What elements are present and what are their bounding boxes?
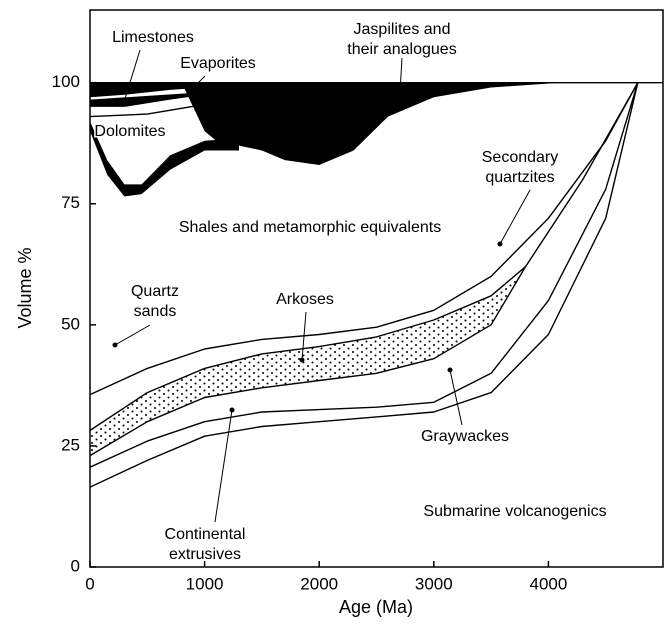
y-tick-label: 50 xyxy=(61,314,80,333)
stippled-area xyxy=(90,266,526,456)
x-tick-label: 0 xyxy=(85,574,94,593)
boundary-line xyxy=(90,94,263,118)
annotation: Evaporites xyxy=(180,55,256,72)
y-axis-label: Volume % xyxy=(15,247,35,328)
y-tick-label: 25 xyxy=(61,435,80,454)
annotation: Graywackes xyxy=(421,428,509,445)
annotation: Arkoses xyxy=(276,291,334,308)
annotation: Dolomites xyxy=(94,123,165,140)
annotation: sands xyxy=(134,303,177,320)
leader-dot xyxy=(397,89,403,95)
boundary-line xyxy=(90,266,526,431)
leader-line xyxy=(192,75,206,89)
filled-area xyxy=(90,82,274,98)
leader-dot xyxy=(447,367,453,373)
annotation: Limestones xyxy=(112,29,194,46)
leader-line xyxy=(399,57,403,93)
leader-line xyxy=(214,409,233,523)
annotation: Shales and metamorphic equivalents xyxy=(179,219,441,236)
annotation: their analogues xyxy=(347,41,456,58)
y-tick-label: 0 xyxy=(71,556,80,575)
leader-dot xyxy=(299,357,305,363)
leader-line xyxy=(123,49,141,103)
leader-line xyxy=(301,311,307,361)
leader-line xyxy=(449,369,463,426)
leader-dot xyxy=(497,241,503,247)
leader-dot xyxy=(229,407,235,413)
boundary-line xyxy=(90,82,639,396)
leader-line xyxy=(114,324,151,346)
filled-area xyxy=(181,82,560,165)
x-tick-label: 1000 xyxy=(186,574,224,593)
x-tick-label: 3000 xyxy=(415,574,453,593)
annotation: extrusives xyxy=(169,546,241,563)
leader-dot xyxy=(121,99,127,105)
leader-dot xyxy=(112,342,118,348)
annotation: Continental xyxy=(165,526,246,543)
annotation: Quartz xyxy=(131,283,179,300)
x-tick-label: 2000 xyxy=(300,574,338,593)
x-tick-label: 4000 xyxy=(529,574,567,593)
y-tick-label: 100 xyxy=(52,72,80,91)
y-tick-label: 75 xyxy=(61,193,80,212)
annotation: Secondary xyxy=(482,149,559,166)
annotation: Submarine volcanogenics xyxy=(423,503,606,520)
plot-frame xyxy=(89,9,664,568)
leader-line xyxy=(499,189,531,245)
leader-dot xyxy=(190,85,196,91)
boundary-line xyxy=(90,82,639,488)
x-axis-label: Age (Ma) xyxy=(339,597,413,617)
boundary-line xyxy=(90,266,527,457)
annotation: Jaspilites and xyxy=(354,21,451,38)
annotation: quartzites xyxy=(485,169,554,186)
boundary-line xyxy=(90,82,639,468)
boundary-line xyxy=(524,82,639,268)
